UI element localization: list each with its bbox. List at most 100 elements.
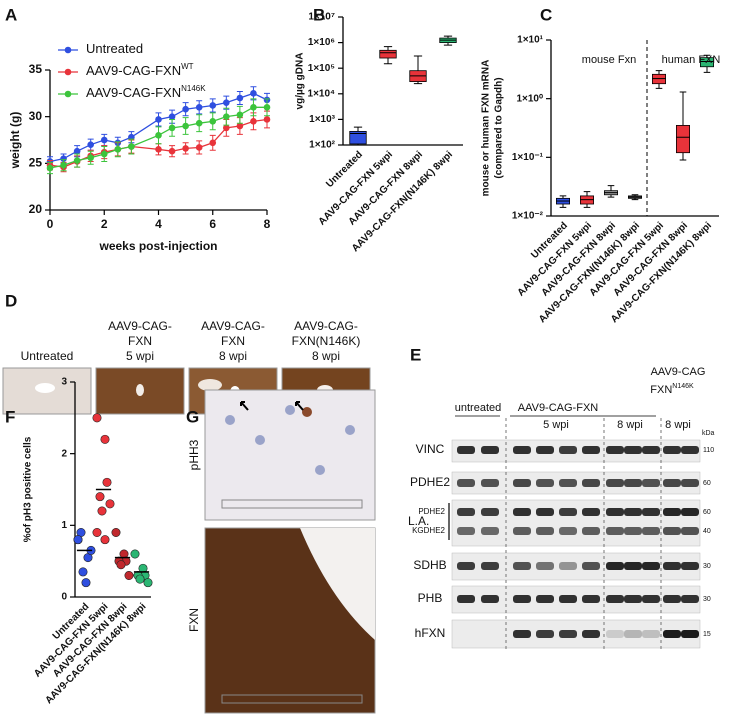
blot-band bbox=[606, 479, 624, 487]
y-tick-label: 1 bbox=[61, 520, 67, 531]
column-header: 5 wpi bbox=[126, 349, 154, 363]
blot-band bbox=[559, 562, 577, 570]
y-tick-label: 3 bbox=[61, 377, 67, 388]
data-point bbox=[195, 104, 203, 111]
data-point bbox=[130, 549, 140, 559]
blot-band bbox=[624, 562, 642, 570]
data-point bbox=[73, 147, 81, 155]
blot-band bbox=[536, 630, 554, 638]
legend-superscript: WT bbox=[181, 62, 194, 71]
column-header: 8 wpi bbox=[219, 349, 247, 363]
blot-row-label: PDHE2 bbox=[410, 475, 450, 489]
blot-row-label: VINC bbox=[416, 442, 445, 456]
data-point bbox=[223, 99, 230, 106]
blot-band bbox=[606, 630, 624, 638]
panel-g-images bbox=[204, 389, 376, 714]
blot-band bbox=[513, 508, 531, 516]
data-point bbox=[102, 477, 112, 487]
blot-band bbox=[481, 562, 499, 570]
kda-label: 110 bbox=[703, 447, 714, 454]
y-tick-label: 35 bbox=[29, 62, 43, 76]
blot-row-label: KGDHE2 bbox=[412, 526, 445, 535]
blot-header-name: FXN bbox=[650, 384, 672, 396]
vessel bbox=[35, 383, 55, 393]
positive-nucleus bbox=[302, 407, 312, 417]
box bbox=[349, 130, 367, 145]
data-point bbox=[209, 139, 217, 147]
data-point bbox=[223, 113, 230, 120]
data-point bbox=[236, 122, 244, 130]
blot-band bbox=[559, 446, 577, 454]
x-tick-label: 4 bbox=[155, 217, 162, 231]
box bbox=[700, 57, 715, 68]
blot-band bbox=[606, 527, 624, 535]
y-axis-label: vg/µg gDNA bbox=[295, 53, 306, 110]
blot-band bbox=[582, 446, 600, 454]
annotation: mouse Fxn bbox=[582, 54, 636, 66]
data-point bbox=[60, 155, 67, 162]
blot-band bbox=[457, 446, 475, 454]
patch bbox=[198, 379, 222, 391]
blot-band bbox=[624, 630, 642, 638]
data-point bbox=[105, 499, 115, 509]
blot-band bbox=[582, 479, 600, 487]
kda-label: 60 bbox=[703, 509, 711, 516]
blot-band bbox=[481, 479, 499, 487]
series-line bbox=[49, 106, 267, 169]
y-tick-label: 1×10¹ bbox=[517, 35, 544, 46]
blot-band bbox=[481, 446, 499, 454]
data-point bbox=[100, 434, 110, 444]
blot-band bbox=[642, 562, 660, 570]
data-point bbox=[95, 492, 105, 502]
data-point bbox=[46, 164, 54, 172]
blot-header: AAV9-CAG bbox=[651, 366, 706, 378]
blot-band bbox=[536, 508, 554, 516]
column-header: Untreated bbox=[21, 349, 74, 363]
vessel bbox=[136, 384, 144, 396]
y-tick-label: 1×10⁷ bbox=[308, 12, 335, 23]
y-tick-label: 1×10⁶ bbox=[308, 37, 335, 48]
blot-band bbox=[663, 479, 681, 487]
y-tick-label: 25 bbox=[29, 156, 43, 170]
blot-band bbox=[624, 527, 642, 535]
legend-name: AAV9-CAG-FXN bbox=[86, 63, 181, 78]
blot-band bbox=[642, 446, 660, 454]
blot-band bbox=[663, 630, 681, 638]
kda-label: 40 bbox=[703, 528, 711, 535]
blot-band bbox=[481, 595, 499, 603]
arrow bbox=[240, 401, 249, 411]
legend-superscript: N146K bbox=[181, 84, 206, 93]
data-point bbox=[114, 146, 122, 153]
data-point bbox=[143, 578, 153, 588]
blot-band bbox=[457, 595, 475, 603]
y-axis-label: %of pH3 positive cells bbox=[23, 436, 34, 542]
blot-header-superscript: N146K bbox=[672, 383, 694, 390]
kda-label: 60 bbox=[703, 480, 711, 487]
data-point bbox=[236, 111, 244, 119]
blot-band bbox=[481, 508, 499, 516]
blot-band bbox=[536, 446, 554, 454]
blot-header: 5 wpi bbox=[543, 419, 569, 431]
panel-letter: D bbox=[5, 291, 17, 310]
y-tick-label: 2 bbox=[61, 448, 67, 459]
blot-band bbox=[606, 508, 624, 516]
blot-band bbox=[513, 527, 531, 535]
blot-band bbox=[642, 527, 660, 535]
column-header: FXN(N146K) bbox=[292, 334, 361, 348]
blot-header: 8 wpi bbox=[665, 419, 691, 431]
y-axis-label: mouse or human FXN mRNA bbox=[481, 60, 492, 197]
blot-band bbox=[642, 595, 660, 603]
y-tick-label: 1×10² bbox=[309, 140, 336, 151]
blot-band bbox=[457, 479, 475, 487]
blot-band bbox=[681, 595, 699, 603]
data-point bbox=[97, 506, 107, 516]
blot-band bbox=[681, 562, 699, 570]
blot-band bbox=[642, 479, 660, 487]
annotation: human FXN bbox=[662, 54, 721, 66]
data-point bbox=[182, 105, 189, 113]
blot-row-label: PDHE2 bbox=[418, 507, 445, 516]
blot-strip bbox=[451, 499, 701, 547]
blot-band bbox=[582, 508, 600, 516]
y-tick-label: 1×10⁰ bbox=[516, 93, 543, 104]
blot-band bbox=[536, 479, 554, 487]
